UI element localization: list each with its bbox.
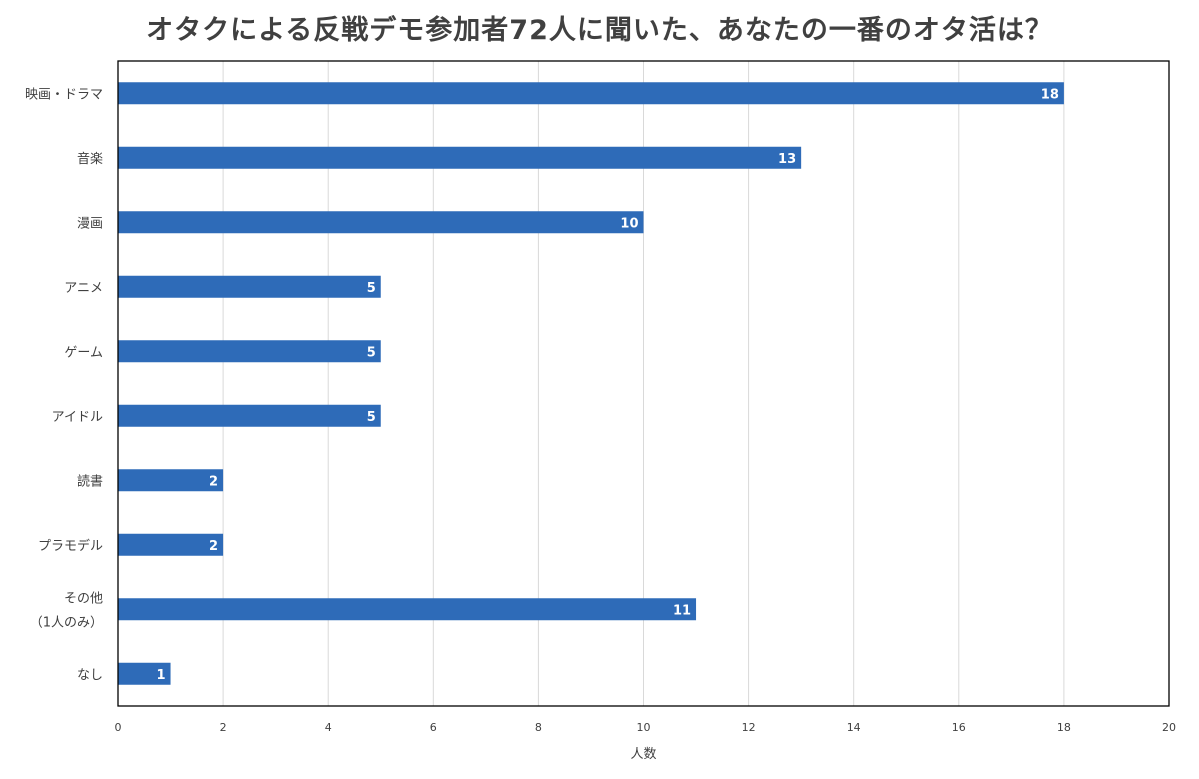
x-tick-label: 6 <box>430 721 437 734</box>
x-tick-label: 2 <box>220 721 227 734</box>
bar <box>118 146 802 169</box>
category-label: 音楽 <box>77 151 103 167</box>
plot-frame <box>117 60 1170 707</box>
x-tick-label: 12 <box>742 721 756 734</box>
data-label: 5 <box>367 281 376 296</box>
data-label: 11 <box>673 603 691 618</box>
data-label: 10 <box>620 216 638 231</box>
bar <box>118 211 644 234</box>
data-label: 2 <box>209 539 218 554</box>
bar <box>118 82 1064 105</box>
x-axis-title: 人数 <box>630 747 656 762</box>
x-tick-label: 0 <box>115 721 122 734</box>
category-label: アイドル <box>52 410 103 425</box>
category-label: ゲーム <box>64 345 103 360</box>
data-label: 2 <box>209 474 218 489</box>
bar <box>118 598 697 621</box>
data-label: 1 <box>157 668 166 683</box>
x-tick-label: 8 <box>535 721 542 734</box>
category-label: 漫画 <box>77 216 103 231</box>
category-label: なし <box>77 668 103 683</box>
data-label: 18 <box>1041 87 1059 102</box>
data-label: 5 <box>367 345 376 360</box>
bar <box>118 662 171 685</box>
data-label: 5 <box>367 410 376 425</box>
x-tick-label: 20 <box>1162 721 1176 734</box>
bar <box>118 340 381 363</box>
x-tick-label: 18 <box>1057 721 1071 734</box>
category-label: アニメ <box>64 281 103 296</box>
data-label: 13 <box>778 152 796 167</box>
bar <box>118 275 381 298</box>
category-label: 読書 <box>77 473 103 489</box>
x-tick-label: 16 <box>952 721 966 734</box>
chart-title: オタクによる反戦デモ参加者72人に聞いた、あなたの一番のオタ活は？ <box>146 15 1053 46</box>
x-tick-label: 14 <box>847 721 861 734</box>
bar <box>118 469 224 492</box>
bar <box>118 533 224 556</box>
x-tick-label: 4 <box>325 721 332 734</box>
bar <box>118 404 381 427</box>
category-label: その他（1人のみ） <box>30 591 103 630</box>
category-label: プラモデル <box>38 538 103 554</box>
category-label: 映画・ドラマ <box>25 87 103 102</box>
x-tick-label: 10 <box>637 721 651 734</box>
